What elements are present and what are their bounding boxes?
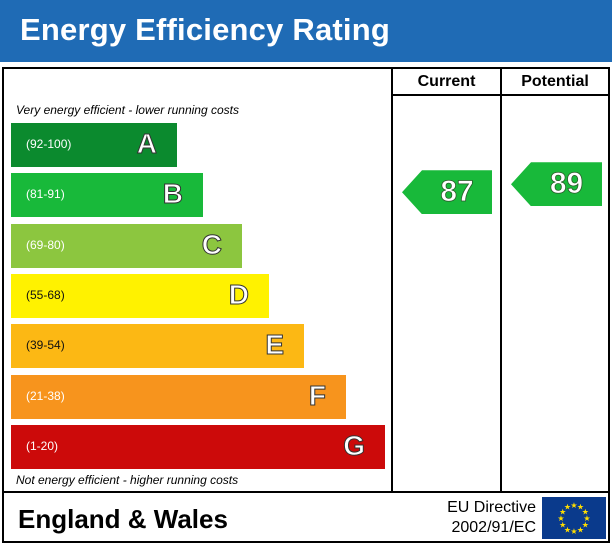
eu-star-icon: ★: [577, 525, 584, 534]
band-c: (69-80) C: [11, 223, 242, 268]
band-a: (92-100) A: [11, 123, 177, 167]
band-range-label: (55-68): [26, 287, 65, 302]
band-e: (39-54) E: [11, 324, 304, 369]
band-letter-label: F: [308, 379, 326, 411]
eu-star-icon: ★: [559, 508, 566, 517]
column-divider-current: [391, 67, 393, 493]
band-letter-label: E: [265, 329, 285, 361]
page-title: Energy Efficiency Rating: [20, 12, 391, 47]
eu-directive-line2: 2002/91/EC: [451, 519, 536, 536]
band-b: (81-91) B: [11, 173, 203, 218]
current-rating-value: 87: [440, 175, 474, 209]
eu-star-icon: ★: [582, 508, 589, 517]
band-range-label: (69-80): [26, 237, 65, 252]
bottom-note: Not energy efficient - higher running co…: [16, 473, 239, 487]
eu-star-icon: ★: [564, 525, 571, 534]
band-letter-label: C: [201, 228, 222, 260]
column-divider-potential: [500, 67, 502, 493]
band-d: (55-68) D: [11, 273, 269, 318]
eu-star-icon: ★: [583, 514, 590, 523]
top-note: Very energy efficient - lower running co…: [16, 103, 239, 117]
potential-rating-value: 89: [549, 167, 584, 201]
band-g: (1-20) G: [11, 424, 385, 469]
eu-directive-line1: EU Directive: [447, 499, 536, 516]
region-label: England & Wales: [18, 504, 228, 534]
eu-star-icon: ★: [570, 501, 577, 510]
current-column-header: Current: [417, 73, 476, 90]
current-rating-arrow: 87: [402, 170, 492, 215]
band-letter-label: B: [162, 178, 183, 210]
band-range-label: (21-38): [26, 388, 65, 403]
rating-frame: [2, 67, 610, 543]
band-range-label: (39-54): [26, 338, 65, 353]
eu-flag-icon: ★ ★ ★ ★ ★ ★ ★ ★ ★ ★ ★ ★: [542, 497, 606, 539]
band-range-label: (81-91): [26, 187, 65, 202]
band-letter-label: D: [228, 278, 249, 310]
eu-star-icon: ★: [559, 521, 566, 530]
band-letter-label: A: [136, 128, 157, 160]
band-f: (21-38) F: [11, 374, 346, 419]
header-row-divider: [392, 94, 608, 96]
band-letter-label: G: [343, 429, 366, 461]
band-range-label: (92-100): [26, 137, 72, 151]
band-range-label: (1-20): [26, 438, 59, 453]
footer-divider: [2, 491, 610, 493]
potential-rating-arrow: 89: [511, 162, 602, 207]
eu-directive: EU Directive 2002/91/EC: [418, 498, 536, 538]
header-bar: Energy Efficiency Rating: [0, 0, 612, 62]
eu-star-icon: ★: [570, 527, 577, 536]
eu-star-icon: ★: [557, 514, 564, 523]
eu-star-icon: ★: [582, 521, 589, 530]
eu-star-icon: ★: [577, 503, 584, 512]
potential-column-header: Potential: [521, 73, 589, 90]
eu-star-icon: ★: [564, 503, 571, 512]
